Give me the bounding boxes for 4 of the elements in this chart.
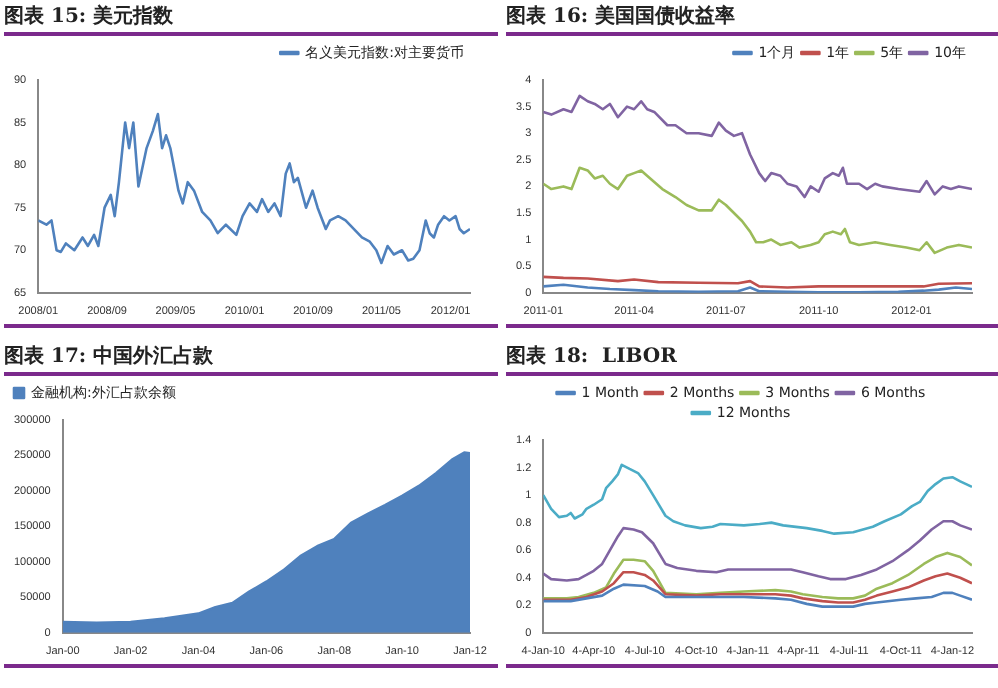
chart-title: 图表 15: 美元指数 bbox=[4, 4, 176, 32]
chart-title: 图表 17: 中国外汇占款 bbox=[4, 344, 216, 372]
chart-title: 图表 16: 美国国债收益率 bbox=[506, 4, 738, 32]
chart-title: 图表 18: LIBOR bbox=[506, 344, 679, 372]
